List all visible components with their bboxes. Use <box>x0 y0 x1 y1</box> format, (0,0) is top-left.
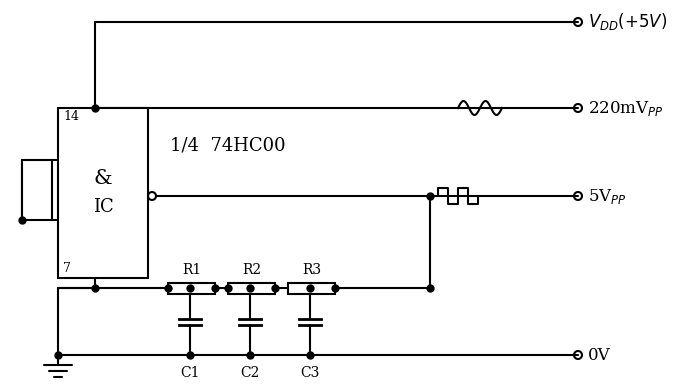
Text: C3: C3 <box>300 366 319 380</box>
Bar <box>58 108 148 278</box>
Text: C1: C1 <box>181 366 200 380</box>
Text: R3: R3 <box>302 263 321 277</box>
Bar <box>22 160 52 220</box>
Text: $V_{DD}$$(+5V)$: $V_{DD}$$(+5V)$ <box>588 12 667 33</box>
Text: 14: 14 <box>63 111 79 124</box>
Text: R2: R2 <box>242 263 261 277</box>
Bar <box>288 283 335 293</box>
Bar <box>168 283 215 293</box>
Text: 1/4  74HC00: 1/4 74HC00 <box>170 136 286 154</box>
Text: 220mV$_{PP}$: 220mV$_{PP}$ <box>588 99 663 118</box>
Bar <box>228 283 275 293</box>
Text: 7: 7 <box>63 263 71 275</box>
Text: 5V$_{PP}$: 5V$_{PP}$ <box>588 187 627 205</box>
Text: R1: R1 <box>182 263 201 277</box>
Text: C2: C2 <box>240 366 260 380</box>
Text: IC: IC <box>92 198 114 216</box>
Text: &: & <box>94 169 112 189</box>
Text: 0V: 0V <box>588 346 611 364</box>
